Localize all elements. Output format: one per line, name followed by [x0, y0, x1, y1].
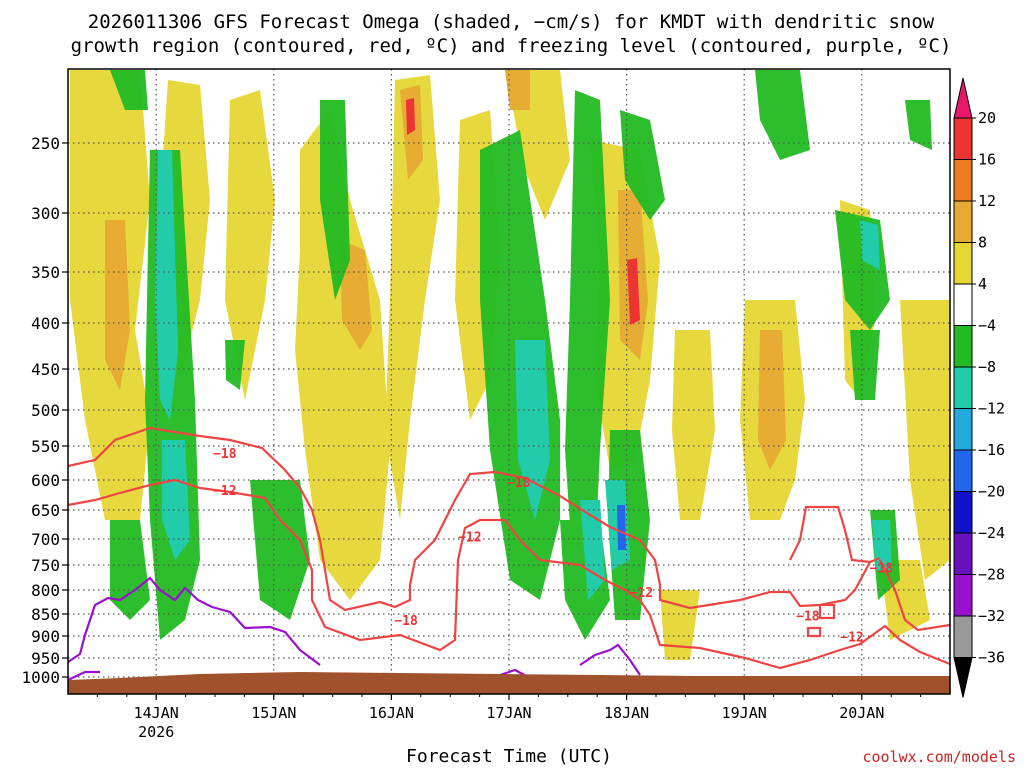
colorbar-segment-9 [953, 449, 973, 492]
x-tick-label-4: 18JAN [604, 704, 649, 722]
freezing-line-east [579, 643, 641, 676]
contour-label-2: −18 [507, 476, 531, 491]
colorbar-segment-4 [953, 242, 973, 285]
omega-red-shading [406, 98, 640, 325]
colorbar-segment-3 [953, 200, 973, 243]
x-tick-label-3: 17JAN [486, 704, 531, 722]
contour-label-6: −18 [796, 610, 820, 625]
x-tick-label-6: 20JAN [839, 704, 884, 722]
colorbar-label-10: −24 [978, 524, 1005, 542]
dgz-contour-right-lower [879, 559, 950, 632]
omega-blue-shading [617, 505, 626, 550]
colorbar: 20 16 12 8 4 −4 −8 −12 −16 −20 −24 −28 −32 −36 [953, 77, 1005, 698]
x-tick-label-0: 14JAN [134, 704, 179, 722]
contour-label-5: −12 [630, 586, 653, 601]
contour-label-7: −12 [840, 630, 863, 645]
contour-labels: −18 −12 −18 −12 −18 −12 −18 −12 −18 [213, 447, 893, 645]
credit-text: coolwx.com/models [862, 748, 1016, 766]
y-tick-label-950: 950 [31, 649, 60, 668]
colorbar-label-9: −20 [978, 483, 1005, 501]
dgz-contours [68, 426, 950, 670]
colorbar-label-6: −8 [978, 358, 996, 376]
dgz-contour-minus18 [68, 426, 881, 612]
colorbar-label-8: −16 [978, 441, 1005, 459]
y-tick-label-250: 250 [31, 134, 60, 153]
colorbar-segment-6 [953, 325, 973, 368]
colorbar-label-5: −4 [978, 317, 996, 335]
y-tick-label-1000: 1000 [21, 668, 60, 687]
colorbar-label-3: 8 [978, 234, 987, 252]
dgz-contour-minus12 [68, 478, 950, 670]
colorbar-bottom-arrow [953, 657, 973, 698]
x-axis-label: Forecast Time (UTC) [406, 746, 612, 767]
y-tick-label-450: 450 [31, 360, 60, 379]
y-tick-label-700: 700 [31, 530, 60, 549]
y-tick-label-750: 750 [31, 556, 60, 575]
colorbar-label-13: −36 [978, 649, 1005, 667]
colorbar-segment-7 [953, 366, 973, 409]
y-tick-label-400: 400 [31, 314, 60, 333]
contour-label-0: −18 [213, 447, 237, 462]
x-tick-sublabel-0: 2026 [138, 723, 174, 741]
x-tick-label-2: 16JAN [369, 704, 414, 722]
colorbar-label-12: −32 [978, 607, 1005, 625]
dgz-contour-right-upper [789, 505, 871, 564]
grid-lines [68, 69, 950, 694]
colorbar-segment-10 [953, 491, 973, 534]
colorbar-label-4: 4 [978, 275, 987, 293]
chart-title-line1: 2026011306 GFS Forecast Omega (shaded, −… [88, 11, 935, 33]
y-tick-label-300: 300 [31, 204, 60, 223]
y-tick-label-350: 350 [31, 263, 60, 282]
y-tick-label-650: 650 [31, 501, 60, 520]
y-tick-label-900: 900 [31, 627, 60, 646]
colorbar-top-arrow [953, 77, 973, 119]
ground-terrain [68, 672, 950, 694]
contour-label-3: −12 [458, 531, 481, 546]
dgz-contour-minus12-box [806, 626, 822, 638]
y-tick-label-500: 500 [31, 401, 60, 420]
colorbar-label-7: −12 [978, 400, 1005, 418]
colorbar-segment-11 [953, 532, 973, 575]
y-tick-label-550: 550 [31, 437, 60, 456]
x-tick-label-1: 15JAN [251, 704, 296, 722]
colorbar-label-11: −28 [978, 566, 1005, 584]
colorbar-label-2: 12 [978, 192, 996, 210]
colorbar-segment-1 [953, 117, 973, 160]
contour-label-4: −18 [394, 614, 418, 629]
colorbar-segment-5 [953, 283, 973, 326]
colorbar-segment-13 [953, 615, 973, 658]
y-tick-label-600: 600 [31, 471, 60, 490]
y-tick-label-800: 800 [31, 581, 60, 600]
contour-label-8: −18 [870, 562, 894, 577]
colorbar-label-1: 16 [978, 151, 996, 169]
colorbar-segment-12 [953, 574, 973, 617]
y-tick-label-850: 850 [31, 605, 60, 624]
colorbar-label-0: 20 [978, 109, 996, 127]
y-axis: 250 300 350 400 450 500 550 600 650 700 750 800 850 9… [21, 134, 68, 687]
x-tick-label-5: 19JAN [722, 704, 767, 722]
colorbar-segment-2 [953, 159, 973, 202]
freezing-line-west [68, 576, 321, 666]
colorbar-segment-8 [953, 408, 973, 451]
chart-title-line2: growth region (contoured, red, ºC) and f… [71, 35, 952, 57]
freezing-line-south [68, 670, 100, 681]
dgz-contour-minus18-box [818, 603, 836, 620]
contour-label-1: −12 [213, 484, 236, 499]
omega-shading [70, 70, 950, 660]
